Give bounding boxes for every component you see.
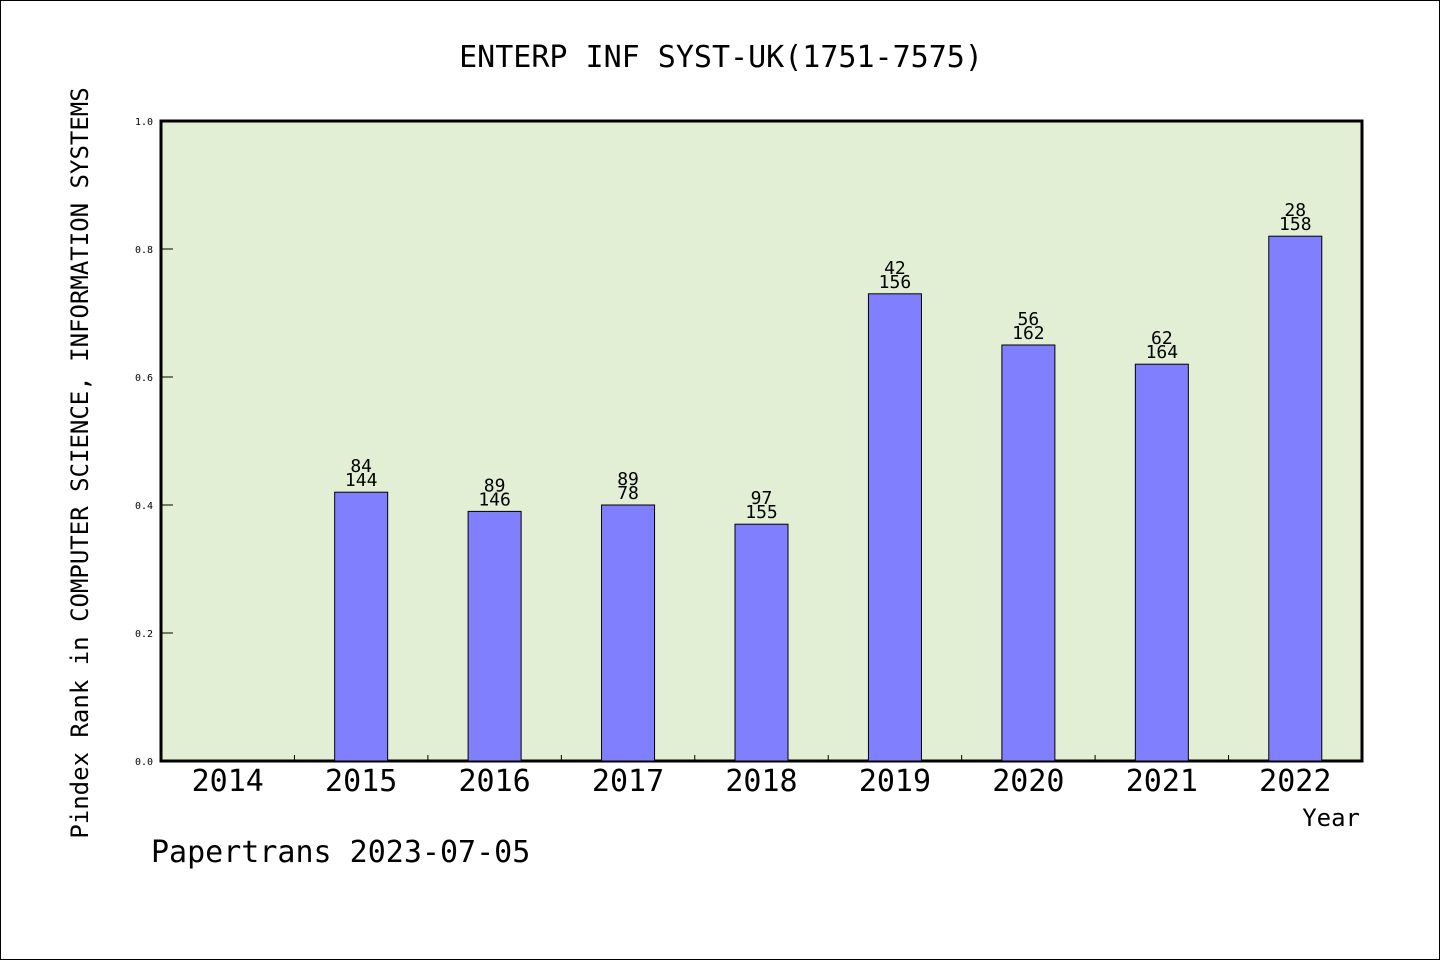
x-tick-label: 2022	[1259, 764, 1331, 799]
bar	[1268, 235, 1323, 762]
x-axis-ticks: 2014 2015 2016 2017 2018 2019 2020 2021 2022	[192, 755, 1331, 799]
y-tick-label: 0.6	[135, 373, 153, 384]
bar	[1134, 363, 1189, 762]
bar-label-top: 56	[1018, 309, 1040, 330]
bar-label-bottom: 164	[1146, 342, 1179, 363]
bar-label-top: 62	[1151, 328, 1173, 349]
bar-label-top: 89	[617, 469, 639, 490]
bar-label-top: 97	[751, 488, 773, 509]
bar-label-top: 84	[350, 456, 372, 477]
bar	[734, 523, 789, 762]
bar-label-top: 42	[884, 258, 906, 279]
footer-stamp: Papertrans 2023-07-05	[151, 835, 531, 870]
y-tick-label: 0.4	[135, 501, 153, 512]
bar	[334, 491, 389, 762]
x-tick-label: 2015	[325, 764, 397, 799]
bar-label-bottom: 146	[478, 489, 511, 510]
x-tick-label: 2016	[458, 764, 530, 799]
x-axis-label: Year	[1302, 804, 1360, 832]
bar-label-bottom: 158	[1279, 214, 1312, 235]
x-tick-label: 2019	[859, 764, 931, 799]
bar	[867, 293, 922, 762]
y-axis-ticks: 0.0 0.2 0.4 0.6 0.8 1.0	[135, 117, 173, 768]
y-tick-label: 0.8	[135, 245, 153, 256]
y-axis-label: Pindex Rank in COMPUTER SCIENCE, INFORMA…	[66, 87, 94, 838]
y-tick-label: 0.0	[135, 757, 153, 768]
bar-label-bottom: 162	[1012, 323, 1045, 344]
bar-label-bottom: 78	[617, 483, 639, 504]
x-tick-label: 2014	[192, 764, 264, 799]
x-tick-label: 2018	[725, 764, 797, 799]
bar	[467, 510, 522, 762]
y-tick-label: 1.0	[135, 117, 153, 128]
chart-title: ENTERP INF SYST-UK(1751-7575)	[459, 40, 983, 75]
bars	[334, 235, 1323, 762]
x-tick-label: 2020	[992, 764, 1064, 799]
bar-label-top: 89	[484, 475, 506, 496]
bar-label-bottom: 155	[745, 502, 778, 523]
x-tick-label: 2021	[1126, 764, 1198, 799]
bar-label-bottom: 156	[879, 272, 912, 293]
bar-label-bottom: 144	[345, 470, 378, 491]
bar	[601, 504, 656, 762]
bar	[1001, 344, 1056, 762]
y-tick-label: 0.2	[135, 629, 153, 640]
bar-label-top: 28	[1284, 200, 1306, 221]
x-tick-label: 2017	[592, 764, 664, 799]
